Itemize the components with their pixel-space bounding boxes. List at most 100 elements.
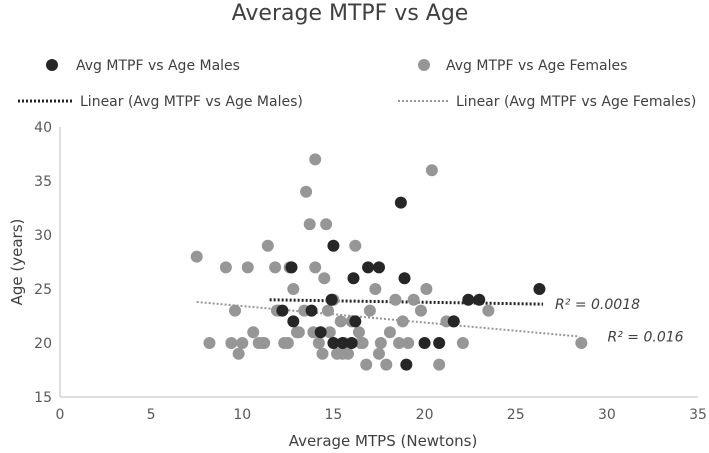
- data-point-female: [363, 304, 376, 317]
- data-point-female: [414, 304, 427, 317]
- data-point-female: [190, 250, 203, 263]
- data-point-female: [321, 304, 334, 317]
- legend-label-linear-females: Linear (Avg MTPF vs Age Females): [456, 94, 696, 110]
- data-point-male: [473, 293, 486, 306]
- data-point-female: [393, 337, 406, 349]
- trendline-females: [196, 300, 580, 338]
- y-tick-label: 20: [34, 336, 52, 352]
- data-point-female: [241, 261, 254, 274]
- data-point-female: [269, 261, 282, 274]
- y-tick-labels: 15 20 25 30 35 40: [34, 120, 52, 406]
- data-point-female: [281, 337, 294, 349]
- data-point-female: [396, 315, 409, 328]
- data-point-male: [347, 272, 360, 285]
- x-tick-labels: 0 5 10 15 20 25 30 35: [56, 407, 707, 423]
- data-point-male: [325, 293, 338, 306]
- data-point-female: [316, 347, 329, 360]
- data-point-female: [482, 304, 495, 317]
- data-point-male: [314, 326, 327, 339]
- data-point-female: [456, 337, 469, 349]
- trendline-males: [269, 298, 544, 306]
- data-point-female: [407, 293, 420, 306]
- data-point-female: [219, 261, 232, 274]
- y-axis-label: Age (years): [8, 219, 26, 306]
- data-point-female: [303, 218, 316, 231]
- data-point-female: [373, 347, 385, 360]
- y-tick-label: 40: [34, 120, 52, 136]
- data-point-male: [400, 358, 413, 371]
- data-point-female: [433, 358, 446, 371]
- x-tick-label: 25: [507, 407, 525, 423]
- data-point-male: [305, 304, 318, 317]
- data-point-female: [334, 315, 347, 328]
- data-point-female: [323, 326, 336, 339]
- data-point-male: [285, 261, 298, 274]
- data-points: [190, 153, 588, 371]
- data-point-female: [389, 293, 402, 306]
- r-squared-label-males: R² = 0.0018: [555, 297, 640, 313]
- data-point-female: [203, 337, 216, 349]
- data-point-female: [354, 337, 367, 349]
- data-point-male: [327, 337, 340, 349]
- legend-marker-males: [46, 59, 58, 71]
- data-point-female: [420, 283, 433, 295]
- data-point-male: [373, 261, 385, 274]
- r-squared-label-females: R² = 0.016: [608, 330, 684, 346]
- data-point-male: [362, 261, 375, 274]
- data-point-male: [345, 337, 358, 349]
- data-point-female: [309, 261, 322, 274]
- data-point-female: [258, 337, 271, 349]
- data-point-female: [360, 358, 373, 371]
- data-point-female: [312, 337, 325, 349]
- legend-marker-females: [418, 59, 430, 71]
- data-point-female: [318, 272, 331, 285]
- data-point-male: [287, 315, 300, 328]
- data-point-male: [336, 337, 349, 349]
- data-point-male: [462, 293, 475, 306]
- data-point-female: [300, 185, 313, 198]
- data-point-female: [261, 239, 274, 252]
- data-point-female: [374, 337, 387, 349]
- data-point-female: [383, 326, 396, 339]
- y-tick-label: 35: [34, 174, 52, 190]
- data-point-female: [402, 337, 415, 349]
- data-point-male: [398, 272, 411, 285]
- r-squared-labels: R² = 0.0018 R² = 0.016: [555, 297, 684, 345]
- data-point-female: [228, 304, 241, 317]
- x-tick-label: 5: [147, 407, 156, 423]
- data-point-female: [247, 326, 260, 339]
- data-point-female: [425, 164, 438, 177]
- legend: Avg MTPF vs Age Males Avg MTPF vs Age Fe…: [18, 58, 696, 110]
- x-tick-label: 30: [598, 407, 616, 423]
- data-point-female: [287, 283, 300, 295]
- y-tick-label: 25: [34, 282, 52, 298]
- legend-label-males: Avg MTPF vs Age Males: [76, 58, 240, 74]
- x-axis-label: Average MTPS (Newtons): [289, 432, 478, 450]
- data-point-female: [309, 153, 322, 166]
- data-point-female: [225, 337, 238, 349]
- data-point-female: [575, 337, 588, 349]
- data-point-female: [232, 347, 245, 360]
- data-point-male: [327, 239, 340, 252]
- x-tick-label: 35: [689, 407, 707, 423]
- data-point-female: [369, 283, 382, 295]
- x-tick-label: 20: [416, 407, 434, 423]
- data-point-female: [352, 326, 365, 339]
- trendlines: [196, 298, 580, 338]
- data-point-female: [380, 358, 393, 371]
- data-point-male: [418, 337, 431, 349]
- y-tick-label: 30: [34, 228, 52, 244]
- legend-label-linear-males: Linear (Avg MTPF vs Age Males): [80, 94, 303, 110]
- data-point-male: [394, 196, 407, 209]
- data-point-female: [290, 326, 303, 339]
- x-tick-label: 10: [233, 407, 251, 423]
- data-point-male: [349, 315, 362, 328]
- data-point-male: [533, 283, 546, 295]
- data-point-male: [433, 337, 446, 349]
- data-point-female: [320, 218, 333, 231]
- legend-label-females: Avg MTPF vs Age Females: [446, 58, 627, 74]
- y-tick-label: 15: [34, 390, 52, 406]
- data-point-female: [349, 239, 362, 252]
- chart-title: Average MTPF vs Age: [232, 1, 469, 26]
